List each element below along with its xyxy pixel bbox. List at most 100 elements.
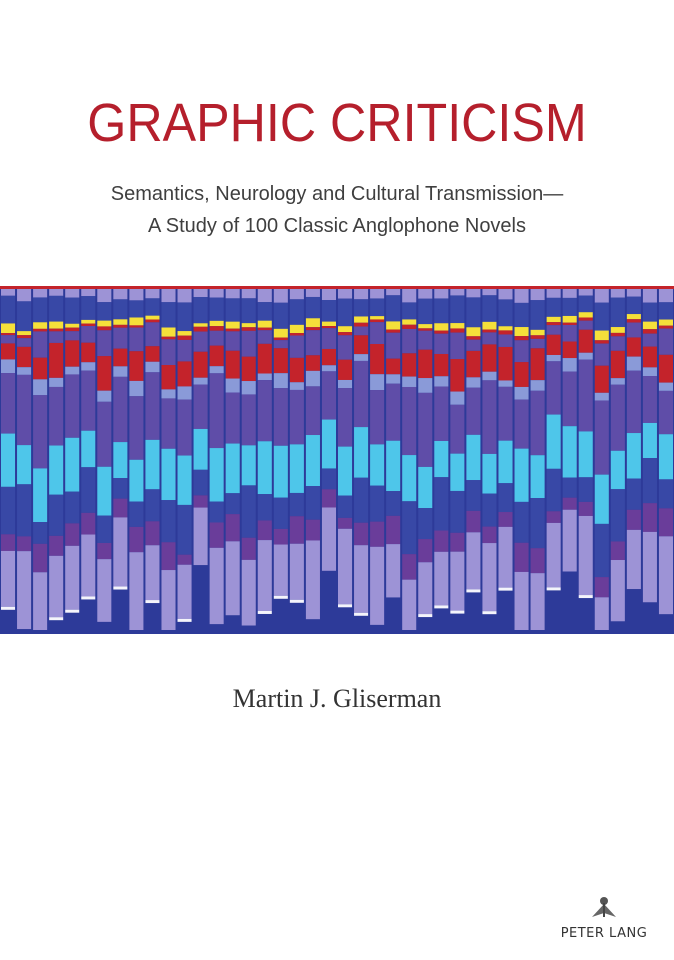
- graphic-bar-segment: [370, 343, 385, 375]
- graphic-bar-segment: [466, 434, 481, 481]
- graphic-bar-segment: [129, 300, 144, 318]
- graphic-bar-segment: [418, 508, 433, 540]
- graphic-bar-segment: [450, 295, 465, 324]
- graphic-bar-segment: [386, 321, 401, 330]
- graphic-bar-segment: [578, 312, 593, 318]
- graphic-bar-segment: [450, 490, 465, 533]
- graphic-bar-segment: [370, 444, 385, 486]
- graphic-bar-segment: [658, 508, 673, 537]
- graphic-bar-segment: [209, 330, 224, 346]
- graphic-bar-segment: [289, 357, 304, 383]
- graphic-bar-segment: [257, 441, 272, 495]
- graphic-bar-segment: [498, 299, 513, 327]
- graphic-bar-segment: [402, 302, 417, 320]
- graphic-bar-segment: [225, 321, 240, 329]
- graphic-bar-segment: [33, 297, 48, 323]
- graphic-bar-segment: [257, 373, 272, 381]
- graphic-bar-segment: [530, 338, 545, 349]
- graphic-bar-segment: [642, 531, 657, 603]
- graphic-bar-segment: [257, 330, 272, 344]
- graphic-bar-segment: [482, 329, 497, 333]
- graphic-bar-segment: [241, 289, 256, 299]
- graphic-bar-segment: [177, 455, 192, 505]
- graphic-bar-segment: [273, 497, 288, 529]
- graphic-bar-segment: [434, 289, 449, 299]
- graphic-bar-segment: [610, 332, 625, 337]
- graphic-bar-segment: [418, 539, 433, 563]
- graphic-bar-segment: [225, 350, 240, 379]
- graphic-bar-segment: [418, 614, 433, 618]
- graphic-bar-segment: [658, 354, 673, 383]
- graphic-bar-segment: [1, 606, 16, 610]
- graphic-bar-segment: [514, 542, 529, 572]
- graphic-bar-segment: [177, 335, 192, 340]
- graphic-bar-segment: [225, 514, 240, 542]
- graphic-bar-segment: [257, 327, 272, 331]
- graphic-bar-segment: [65, 327, 80, 332]
- graphic-bar-segment: [466, 339, 481, 351]
- graphic-bar-segment: [626, 289, 641, 297]
- graphic-bar-segment: [49, 445, 64, 495]
- graphic-bar-segment: [193, 495, 208, 508]
- graphic-bar-segment: [514, 327, 529, 337]
- graphic-bar-segment: [209, 547, 224, 625]
- graphic-bar-segment: [17, 335, 32, 339]
- graphic-bar-segment: [177, 554, 192, 565]
- graphic-top-line: [0, 286, 674, 289]
- graphic-bar-segment: [49, 494, 64, 536]
- graphic-bar-segment: [97, 542, 112, 560]
- graphic-bar-segment: [450, 323, 465, 329]
- graphic-bar-segment: [289, 543, 304, 600]
- graphic-bar-segment: [161, 365, 176, 390]
- graphic-bar-segment: [594, 289, 609, 303]
- graphic-bar-segment: [145, 600, 160, 604]
- graphic-bar-segment: [289, 492, 304, 517]
- graphic-bar-segment: [594, 302, 609, 331]
- graphic-bar-segment: [498, 483, 513, 513]
- graphic-bar-segment: [305, 370, 320, 387]
- graphic-bar-segment: [578, 501, 593, 516]
- graphic-bar-segment: [145, 521, 160, 546]
- graphic-bar-segment: [33, 328, 48, 332]
- graphic-bar-segment: [402, 386, 417, 456]
- graphic-bar-segment: [17, 536, 32, 552]
- graphic-bar-segment: [193, 326, 208, 332]
- graphic-bar-segment: [209, 326, 224, 331]
- graphic-bar-segment: [610, 327, 625, 333]
- graphic-bar-segment: [658, 319, 673, 326]
- graphic-bar-segment: [161, 448, 176, 501]
- graphic-bar-segment: [626, 478, 641, 510]
- graphic-bar-segment: [562, 358, 577, 372]
- graphic-bar-segment: [482, 493, 497, 527]
- graphic-bar-segment: [546, 511, 561, 523]
- graphic-bar-segment: [514, 340, 529, 363]
- graphic-bar-segment: [321, 489, 336, 508]
- graphic-bar-segment: [273, 289, 288, 303]
- graphic-bar-segment: [305, 519, 320, 541]
- graphic-bar-segment: [578, 289, 593, 296]
- graphic-bar-segment: [658, 382, 673, 391]
- graphic-bar-segment: [466, 589, 481, 593]
- graphic-bar-segment: [81, 596, 96, 600]
- graphic-bar-segment: [65, 366, 80, 375]
- graphic-bar-segment: [161, 389, 176, 399]
- graphic-bar-segment: [482, 332, 497, 345]
- graphic-bar-segment: [49, 342, 64, 378]
- graphic-bar-segment: [289, 389, 304, 445]
- graphic-bar-segment: [257, 494, 272, 521]
- graphic-bar-segment: [1, 335, 16, 344]
- graphic-bar-segment: [546, 316, 561, 323]
- graphic-bar-segment: [514, 336, 529, 341]
- graphic-bar-segment: [193, 289, 208, 298]
- graphic-bar-segment: [578, 329, 593, 353]
- graphic-bar-segment: [177, 331, 192, 336]
- graphic-bar-segment: [97, 356, 112, 391]
- graphic-bar-segment: [113, 442, 128, 479]
- graphic-bar-segment: [498, 346, 513, 381]
- graphic-bar-segment: [370, 546, 385, 625]
- graphic-bar-segment: [354, 360, 369, 428]
- graphic-bar-segment: [642, 302, 657, 322]
- graphic-bar-segment: [289, 382, 304, 390]
- graphic-bar-segment: [193, 507, 208, 566]
- graphic-bar-segment: [594, 343, 609, 366]
